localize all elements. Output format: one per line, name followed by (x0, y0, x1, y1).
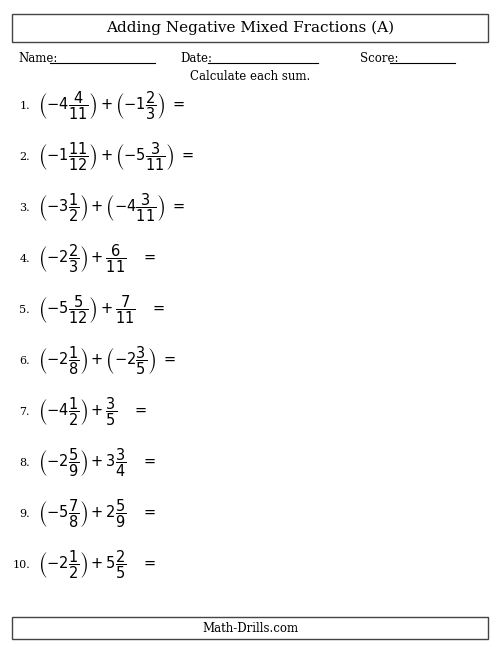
Text: 9.: 9. (20, 509, 30, 519)
Text: $\left(-5\dfrac{5}{12}\right)+\dfrac{7}{11}\quad =$: $\left(-5\dfrac{5}{12}\right)+\dfrac{7}{… (38, 294, 166, 326)
Text: Math-Drills.com: Math-Drills.com (202, 622, 298, 635)
Text: $\left(-2\dfrac{1}{2}\right)+5\dfrac{2}{5}\quad =$: $\left(-2\dfrac{1}{2}\right)+5\dfrac{2}{… (38, 549, 156, 581)
Text: 5.: 5. (20, 305, 30, 315)
Text: $\left(-5\dfrac{7}{8}\right)+2\dfrac{5}{9}\quad =$: $\left(-5\dfrac{7}{8}\right)+2\dfrac{5}{… (38, 498, 156, 531)
Text: 6.: 6. (20, 356, 30, 366)
Text: Calculate each sum.: Calculate each sum. (190, 69, 310, 83)
Text: Name:: Name: (18, 52, 58, 65)
Bar (12, 14, 488, 42)
Text: $\left(-1\dfrac{11}{12}\right)+\left(-5\dfrac{3}{11}\right)\ =$: $\left(-1\dfrac{11}{12}\right)+\left(-5\… (38, 140, 194, 173)
Text: Score:: Score: (360, 52, 399, 65)
Text: 10.: 10. (12, 560, 30, 570)
Text: $\left(-4\dfrac{1}{2}\right)+\dfrac{3}{5}\quad =$: $\left(-4\dfrac{1}{2}\right)+\dfrac{3}{5… (38, 396, 146, 428)
Text: $\left(-2\dfrac{2}{3}\right)+\dfrac{6}{11}\quad =$: $\left(-2\dfrac{2}{3}\right)+\dfrac{6}{1… (38, 243, 156, 275)
Text: $\left(-2\dfrac{1}{8}\right)+\left(-2\dfrac{3}{5}\right)\ =$: $\left(-2\dfrac{1}{8}\right)+\left(-2\df… (38, 345, 176, 377)
Bar (12, 617, 488, 639)
Text: 4.: 4. (20, 254, 30, 264)
Text: $\left(-3\dfrac{1}{2}\right)+\left(-4\dfrac{3}{11}\right)\ =$: $\left(-3\dfrac{1}{2}\right)+\left(-4\df… (38, 192, 186, 225)
Text: 3.: 3. (20, 203, 30, 213)
Text: 2.: 2. (20, 152, 30, 162)
Text: Adding Negative Mixed Fractions (A): Adding Negative Mixed Fractions (A) (106, 21, 394, 35)
Text: 1.: 1. (20, 101, 30, 111)
Text: 7.: 7. (20, 407, 30, 417)
Text: 8.: 8. (20, 458, 30, 468)
Text: $\left(-4\dfrac{4}{11}\right)+\left(-1\dfrac{2}{3}\right)\ =$: $\left(-4\dfrac{4}{11}\right)+\left(-1\d… (38, 90, 186, 122)
Text: Date:: Date: (180, 52, 212, 65)
Text: $\left(-2\dfrac{5}{9}\right)+3\dfrac{3}{4}\quad =$: $\left(-2\dfrac{5}{9}\right)+3\dfrac{3}{… (38, 446, 156, 479)
